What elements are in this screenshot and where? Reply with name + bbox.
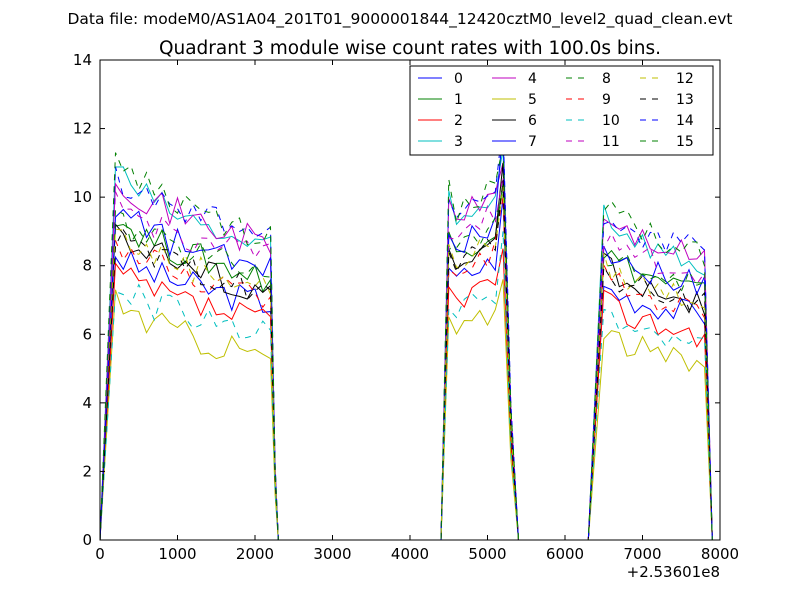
legend-label-12: 12 [676, 71, 694, 87]
series-line-module-10 [100, 231, 713, 540]
chart-title: Quadrant 3 module wise count rates with … [159, 38, 661, 59]
series-line-module-1 [100, 183, 713, 540]
y-tick-label: 10 [73, 188, 92, 206]
series-line-module-13 [100, 179, 713, 540]
x-tick-label: 3000 [313, 545, 351, 563]
legend-label-8: 8 [602, 71, 611, 87]
legend-label-11: 11 [602, 134, 620, 150]
legend-label-3: 3 [454, 134, 463, 150]
series-line-module-11 [100, 176, 713, 540]
series-line-module-15 [100, 145, 713, 540]
legend-box [409, 65, 714, 156]
y-tick-label: 12 [73, 120, 92, 138]
y-tick-label: 6 [82, 325, 92, 343]
series-line-module-14 [100, 121, 713, 540]
x-tick-label: 7000 [623, 545, 661, 563]
y-tick-label: 2 [82, 462, 92, 480]
x-tick-label: 4000 [391, 545, 429, 563]
series-line-module-3 [100, 149, 713, 540]
series-line-module-2 [100, 248, 713, 540]
x-axis: 0 1000 2000 3000 4000 5000 6000 7000 8000 [95, 60, 739, 563]
y-tick-label: 0 [82, 531, 92, 549]
x-tick-label: 5000 [468, 545, 506, 563]
legend-label-13: 13 [676, 92, 694, 108]
x-tick-label: 0 [95, 545, 105, 563]
series-lines [100, 121, 713, 540]
legend-label-14: 14 [676, 113, 694, 129]
legend-label-4: 4 [528, 71, 537, 87]
series-line-module-12 [100, 186, 713, 540]
series-line-module-8 [100, 190, 713, 540]
data-file-suptitle: Data file: modeM0/AS1A04_201T01_90000018… [67, 10, 732, 29]
y-tick-label: 14 [73, 51, 92, 69]
legend-label-9: 9 [602, 92, 611, 108]
series-line-module-4 [100, 162, 713, 540]
x-tick-label: 8000 [701, 545, 739, 563]
x-tick-label: 1000 [158, 545, 196, 563]
legend-label-5: 5 [528, 92, 537, 108]
legend-label-10: 10 [602, 113, 620, 129]
legend-label-6: 6 [528, 113, 537, 129]
x-tick-label: 6000 [546, 545, 584, 563]
series-line-module-5 [100, 279, 713, 540]
x-tick-label: 2000 [236, 545, 274, 563]
y-tick-label: 8 [82, 257, 92, 275]
series-line-module-7 [100, 128, 713, 540]
legend-label-0: 0 [454, 71, 463, 87]
series-line-module-6 [100, 162, 713, 540]
legend-label-15: 15 [676, 134, 694, 150]
series-line-module-0 [100, 197, 713, 540]
x-offset-label: +2.53601e8 [627, 563, 720, 581]
legend-label-1: 1 [454, 92, 463, 108]
legend-label-2: 2 [454, 113, 463, 129]
legend-label-7: 7 [528, 134, 537, 150]
y-tick-label: 4 [82, 394, 92, 412]
